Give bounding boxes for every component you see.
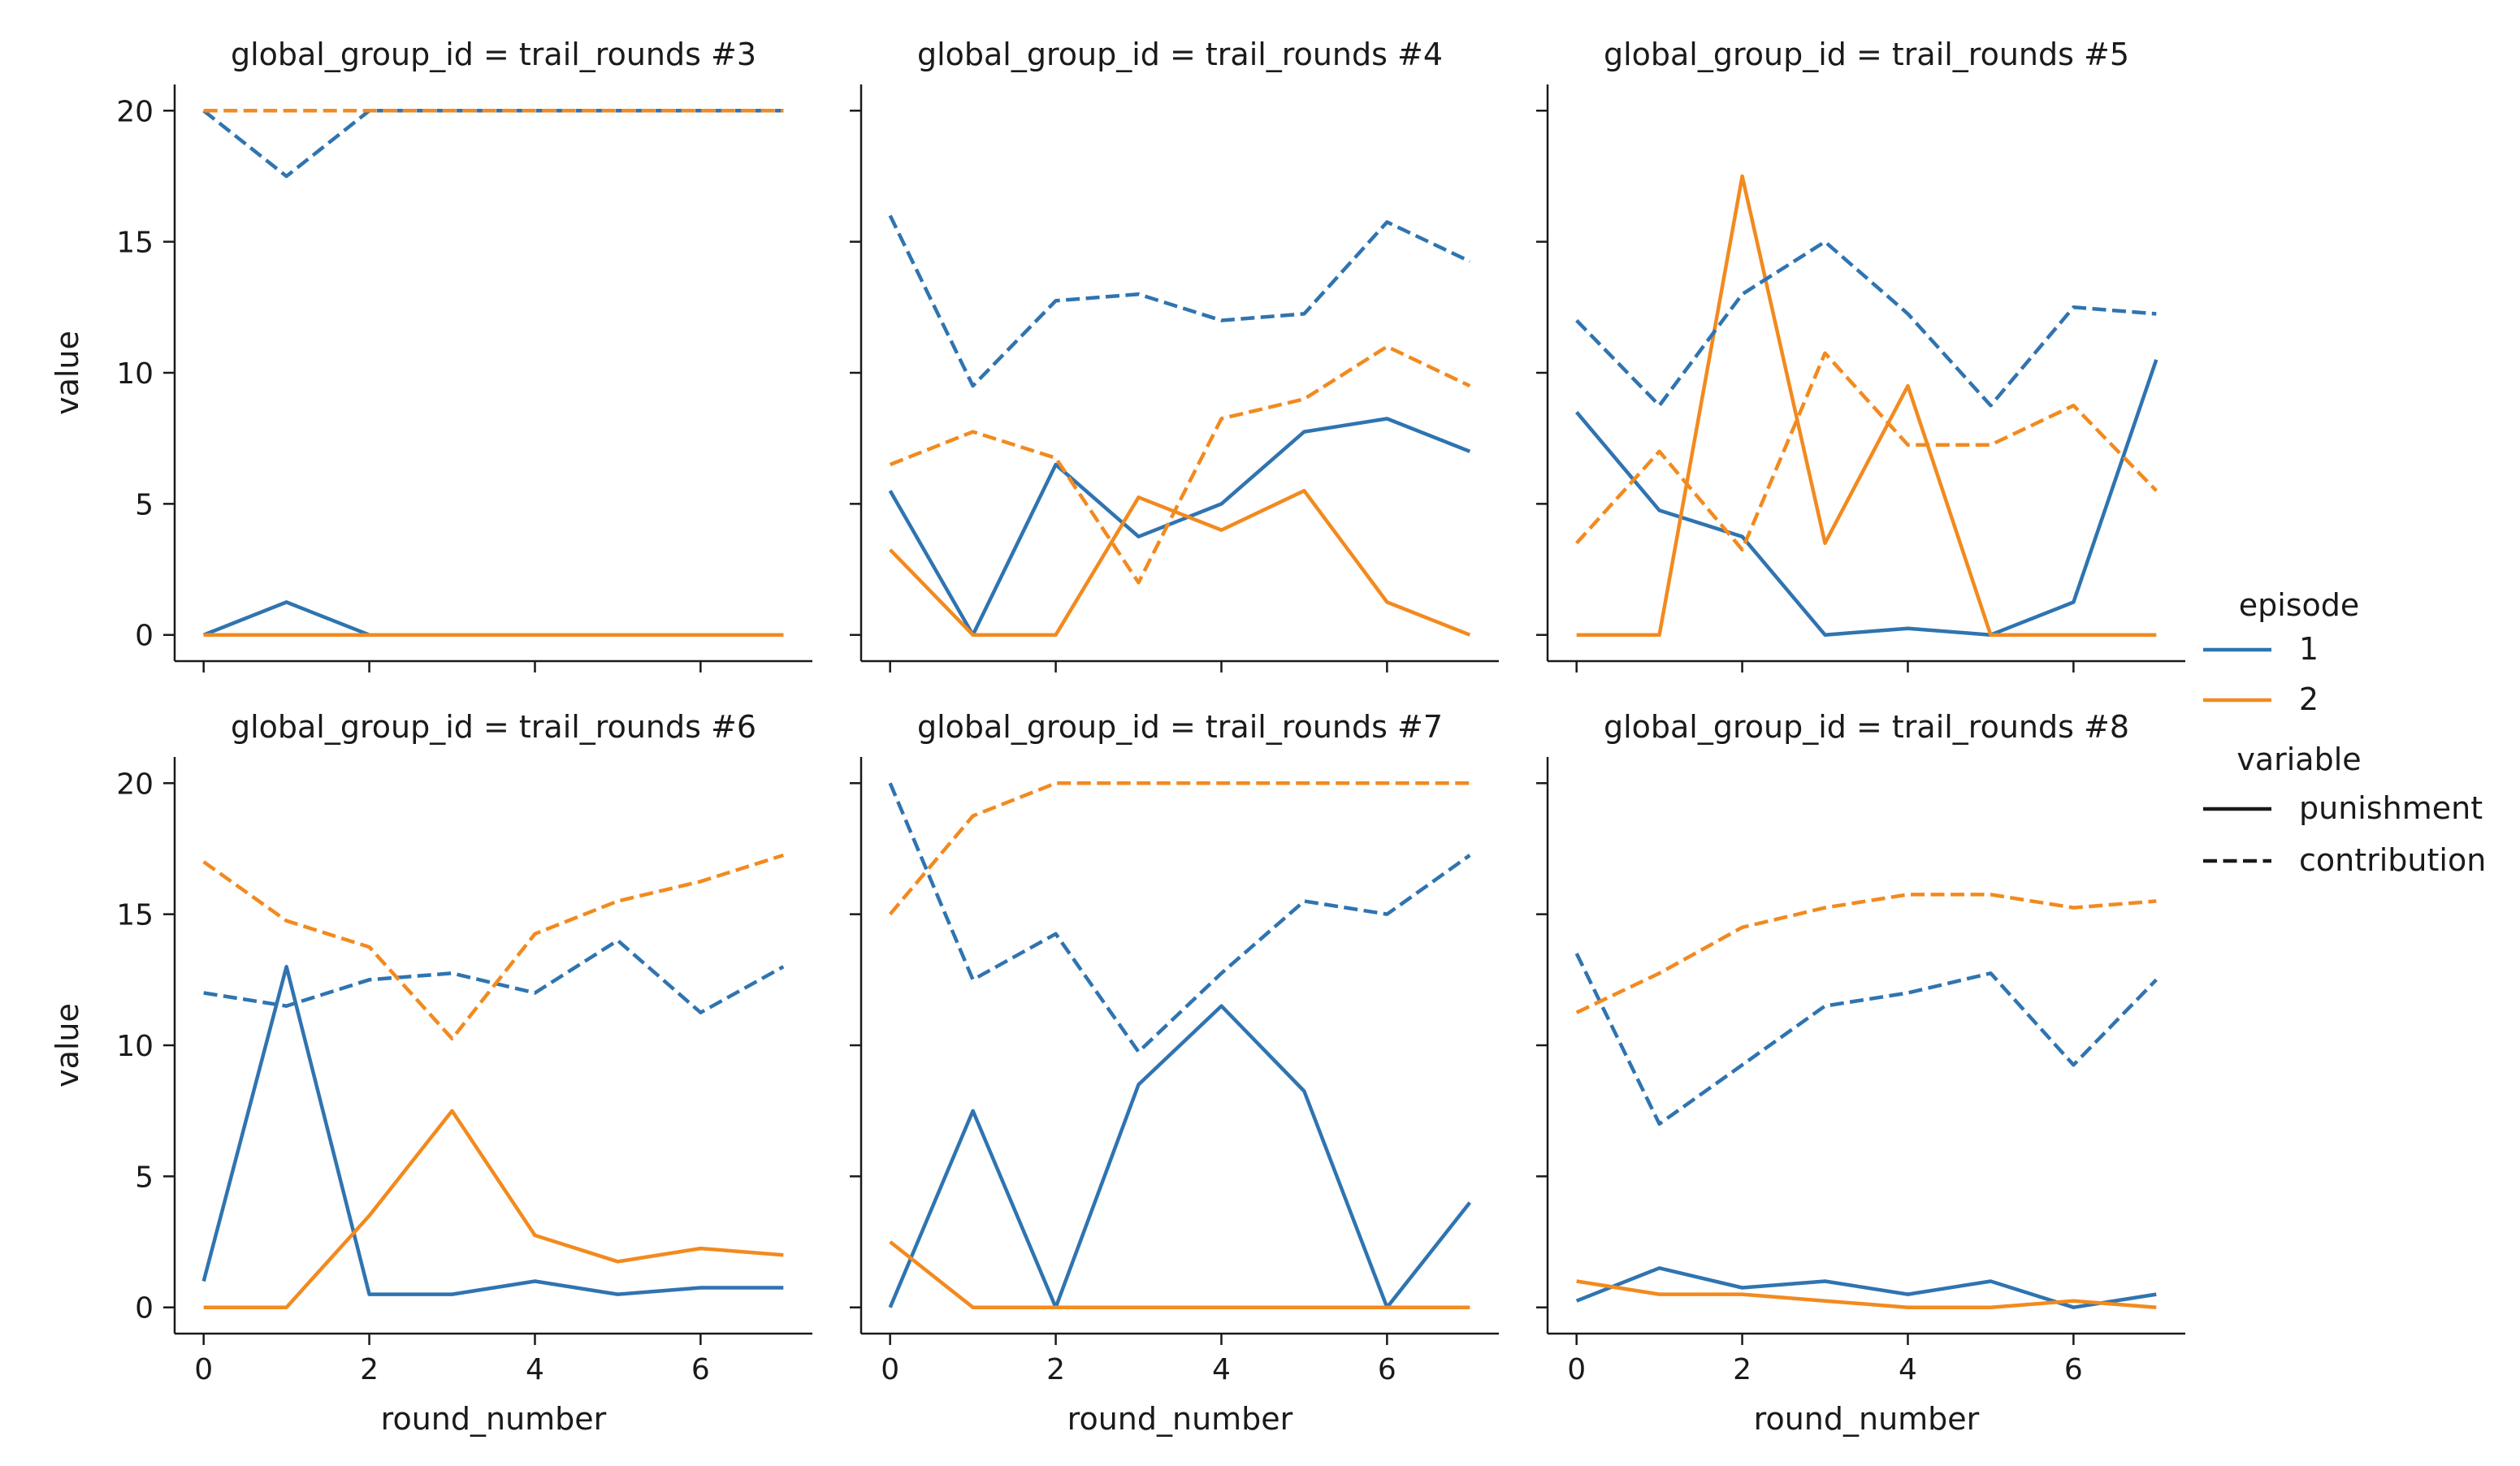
panel-title: global_group_id = trail_rounds #6 [231,709,756,745]
x-tick-label: 4 [1899,1353,1917,1386]
legend-label-episode: 1 [2299,631,2319,667]
x-tick-label: 6 [691,1353,710,1386]
y-tick-label: 10 [116,1030,154,1063]
x-tick-label: 0 [194,1353,213,1386]
x-axis-label: round_number [381,1401,607,1437]
y-axis-label: value [50,331,85,415]
x-tick-label: 2 [1046,1353,1065,1386]
series-line-episode-2-punishment [1576,1279,2157,1309]
legend-label-variable: contribution [2299,842,2486,878]
series-line-episode-2-contribution [202,853,784,1041]
panel-title: global_group_id = trail_rounds #8 [1604,709,2129,745]
x-tick-label: 0 [1567,1353,1586,1386]
x-tick-label: 4 [1212,1353,1231,1386]
legend-label-episode: 2 [2299,681,2319,717]
x-axis-label: round_number [1754,1401,1980,1437]
y-tick-label: 20 [116,768,154,801]
legend-title-variable: variable [2236,742,2361,777]
series-line-episode-1-contribution [1575,240,2157,408]
series-line-episode-1-punishment [202,600,784,637]
y-tick-label: 15 [116,227,154,260]
x-tick-label: 6 [1378,1353,1396,1386]
y-tick-label: 5 [135,488,154,521]
series-line-episode-1-contribution [1574,953,2158,1127]
y-tick-label: 15 [116,899,154,932]
series-line-episode-1-punishment [888,417,1471,637]
series-line-episode-1-contribution [888,214,1471,388]
x-tick-label: 2 [1733,1353,1751,1386]
legend-title-episode: episode [2239,587,2360,623]
y-tick-label: 0 [135,1292,154,1325]
panel-title: global_group_id = trail_rounds #5 [1604,37,2129,72]
x-axis-label: round_number [1067,1401,1293,1437]
series-line-episode-1-punishment [1574,359,2158,637]
y-tick-label: 20 [116,95,154,128]
series-line-episode-2-contribution [1575,351,2158,552]
panel-title: global_group_id = trail_rounds #4 [917,37,1443,72]
series-line-episode-2-punishment [889,488,1471,637]
series-line-episode-2-punishment [203,1109,784,1309]
series-line-episode-1-contribution [888,782,1471,1054]
series-line-episode-2-contribution [888,781,1470,916]
series-line-episode-2-contribution [1575,893,2157,1014]
series-line-episode-1-contribution [203,938,785,1014]
legend-label-variable: punishment [2299,790,2483,826]
series-line-episode-2-punishment [1576,174,2157,637]
y-tick-label: 5 [135,1161,154,1194]
y-axis-label: value [50,1003,85,1088]
panel-title: global_group_id = trail_rounds #7 [917,709,1443,745]
y-tick-label: 10 [116,357,154,391]
series-line-episode-2-contribution [889,344,1471,585]
x-tick-label: 2 [360,1353,379,1386]
y-tick-label: 0 [135,620,154,653]
x-tick-label: 4 [526,1353,544,1386]
x-tick-label: 6 [2064,1353,2083,1386]
series-line-episode-1-punishment [888,1004,1472,1309]
panel-title: global_group_id = trail_rounds #3 [231,37,756,72]
series-line-episode-1-punishment [201,964,784,1296]
x-tick-label: 0 [881,1353,899,1386]
series-line-episode-1-contribution [202,109,784,179]
series-line-episode-2-punishment [889,1240,1470,1309]
